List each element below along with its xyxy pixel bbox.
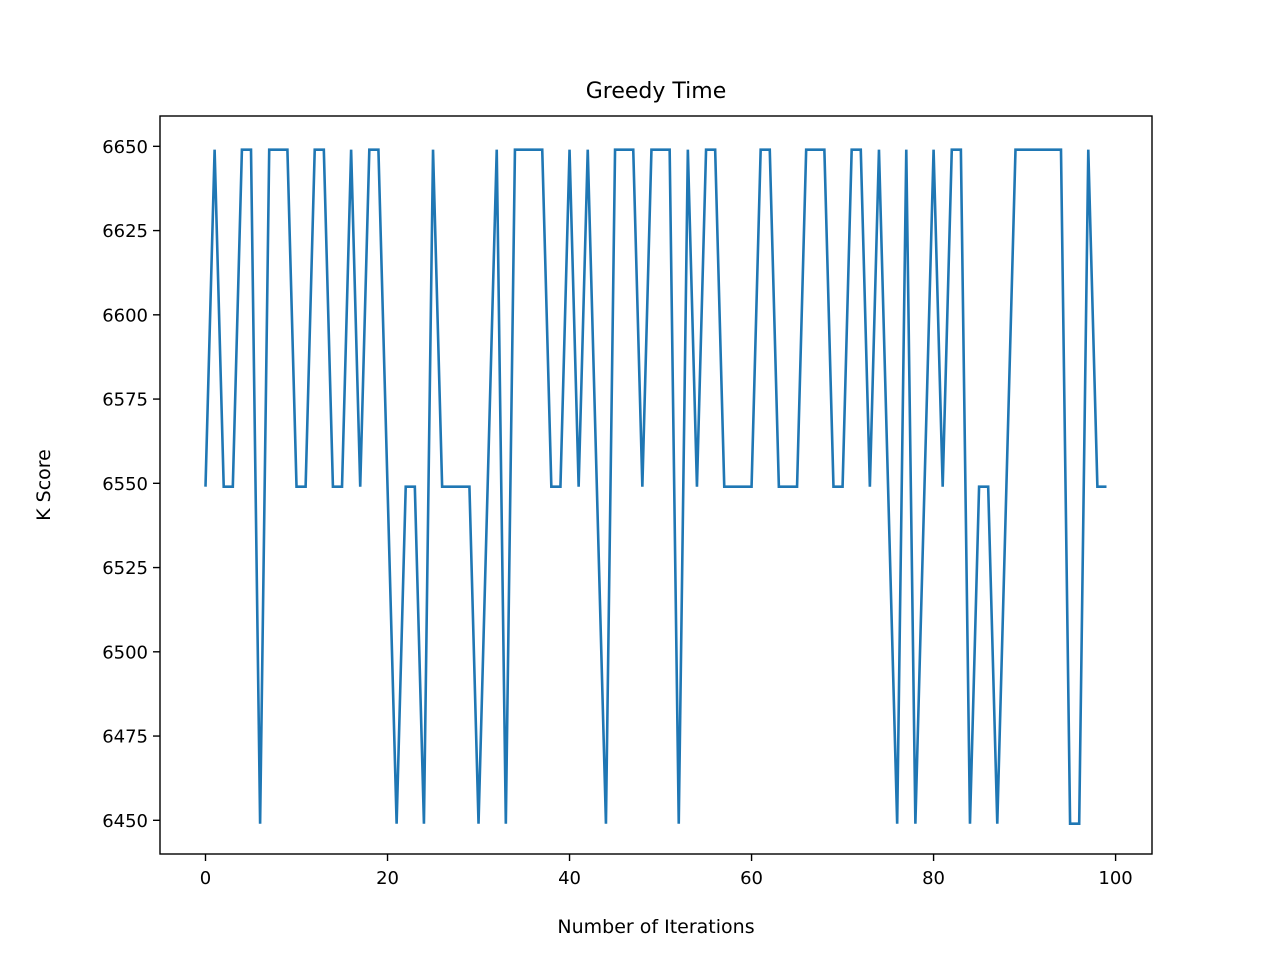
y-axis: 6450 6475 6500 6525 6550 6575 6600 6625 6650 (102, 137, 160, 832)
y-tick-label: 6600 (102, 305, 148, 326)
y-tick-label: 6650 (102, 137, 148, 158)
y-tick-label: 6500 (102, 642, 148, 663)
y-tick-label: 6575 (102, 390, 148, 411)
x-tick-label: 40 (558, 868, 581, 889)
y-tick-label: 6525 (102, 558, 148, 579)
y-tick-label: 6475 (102, 727, 148, 748)
x-axis: 0 20 40 60 80 100 (200, 854, 1133, 889)
y-tick-label: 6450 (102, 811, 148, 832)
x-tick-label: 60 (740, 868, 763, 889)
x-tick-label: 0 (200, 868, 211, 889)
y-axis-label: K Score (33, 449, 55, 521)
y-tick-label: 6625 (102, 221, 148, 242)
chart-title: Greedy Time (586, 79, 727, 104)
y-tick-label: 6550 (102, 474, 148, 495)
x-tick-label: 80 (922, 868, 945, 889)
x-tick-label: 20 (376, 868, 399, 889)
x-tick-label: 100 (1098, 868, 1132, 889)
x-axis-label: Number of Iterations (557, 916, 754, 938)
series-line (204, 148, 1107, 825)
plot-frame (159, 115, 1153, 855)
